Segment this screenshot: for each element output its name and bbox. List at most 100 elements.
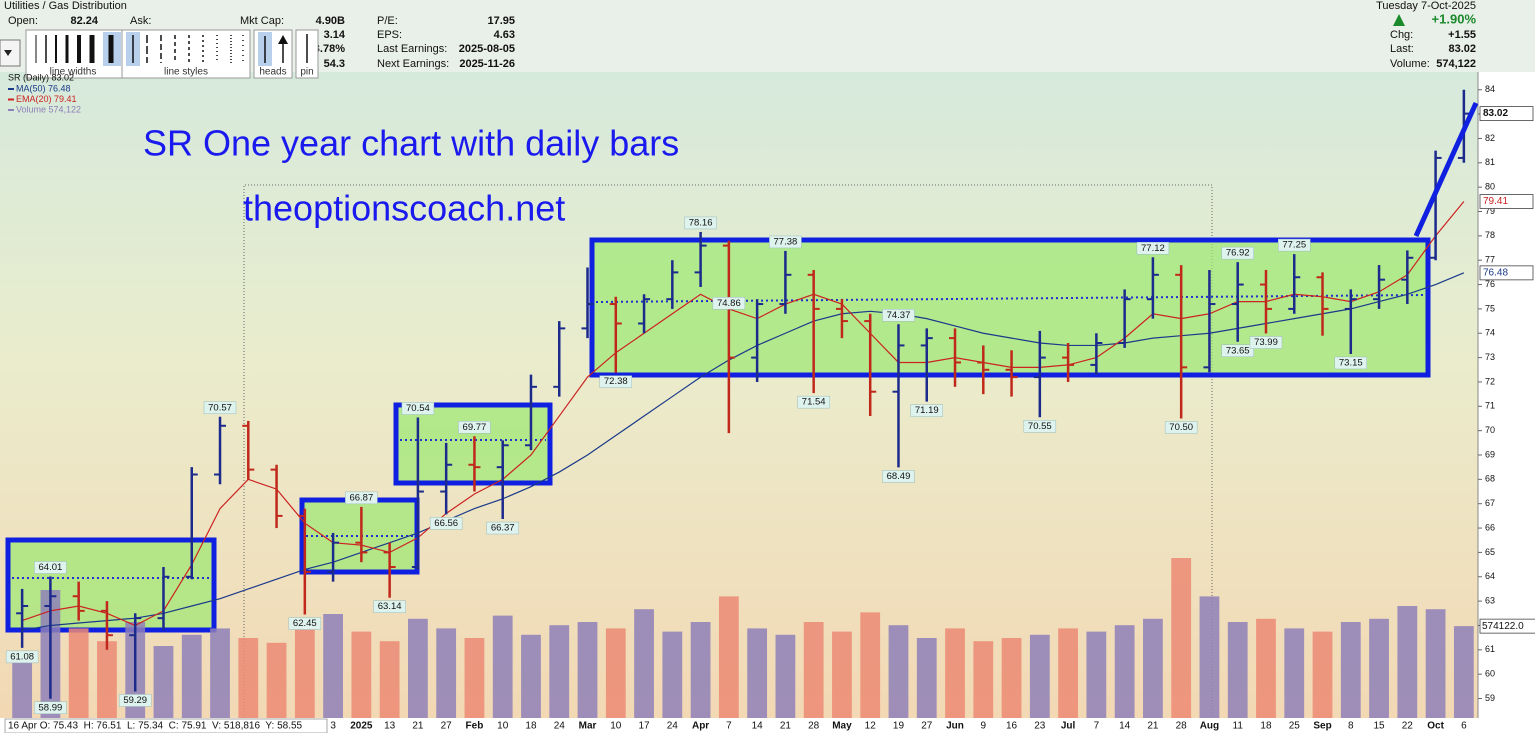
x-tick-label: Feb [466,721,484,732]
last-volume: 574122.0 [1482,621,1524,632]
price-label-box [882,308,915,322]
y-tick-label: 74 [1485,328,1495,338]
price-label-box [345,491,378,505]
volume-bar [1340,622,1361,718]
x-tick-label: 14 [1119,721,1131,732]
x-tick-label: Jun [946,721,964,732]
x-tick-label: 10 [497,721,509,732]
last-volume-box [1479,618,1535,634]
x-tick-label: Apr [692,721,709,732]
price-label: 59.29 [123,695,147,706]
price-label: 74.37 [887,310,911,321]
price-label-box [1278,238,1311,252]
price-label-box [203,401,237,415]
plot: 61.08 58.99 64.01 59.29 70.57 62.45 66.87 63.14… [5,89,1474,718]
price-label: 71.54 [802,397,826,408]
volume-bar [1086,631,1107,718]
x-tick-label: 12 [865,721,877,732]
x-tick-label: 7 [726,721,732,732]
x-tick-label: 13 [384,721,396,732]
volume-label: Volume: [1390,58,1430,70]
y-tick-label: 72 [1485,376,1495,386]
volume-bar [97,641,117,718]
volume-bar [718,596,739,718]
x-tick-label: 24 [667,721,679,732]
volume-bar [181,634,202,718]
legend-label: EMA(20) 79.41 [16,94,77,104]
volume-bar [1284,628,1305,718]
volume-bar [662,631,683,718]
price-label-box [1221,246,1254,260]
x-tick-label: 2025 [350,721,373,732]
last-indicator-box [1479,265,1534,281]
x-tick-label: 24 [554,721,566,732]
y-tick-label: 64 [1485,571,1495,581]
toolbar: line widths line styles heads pin [25,29,319,79]
volume-bar [1312,631,1333,718]
range-box [393,402,553,486]
x-tick-label: Sep [1313,721,1331,732]
volume-bar [153,646,174,718]
eps: 4.63 [494,29,515,41]
yield: 3.78% [314,43,345,55]
price-label: 70.54 [406,403,430,414]
volume-bar [1029,634,1050,718]
up-arrow [1393,14,1405,26]
toolbar-label: line styles [164,67,208,78]
price-label-box [5,650,39,664]
price-label-box [599,375,633,388]
cursor-info: 16 Apr O: 75.43 H: 76.51 L: 75.34 C: 75.… [8,721,303,732]
y-tick-label: 75 [1485,303,1495,313]
y-tick-label: 68 [1485,474,1495,484]
ask-label: Ask: [130,15,151,27]
x-tick-label: 27 [441,721,453,732]
legend-label: Volume 574,122 [16,104,81,114]
volume-bar [860,612,881,718]
volume-bar [1199,596,1220,718]
price-label: 76.92 [1226,248,1250,259]
toolbar-label: pin [300,67,313,78]
volume-bar [294,622,315,718]
price-label: 69.77 [463,422,487,433]
chart-subtitle: theoptionscoach.net [243,188,565,229]
price-label-box [1249,336,1283,349]
price-label-box [486,521,519,535]
x-tick-label: 6 [1461,721,1467,732]
x-tick-label: 17 [638,721,650,732]
chart-title: SR One year chart with daily bars [143,123,679,164]
volume: 574,122 [1436,58,1476,70]
volume-bar [973,641,994,718]
chg-label: Chg: [1390,29,1413,41]
price-label: 66.37 [491,523,515,534]
dotted-frame [243,184,1213,718]
x-tick-label: 21 [412,721,424,732]
volume-bar [1143,618,1163,718]
volume-bar [605,628,626,718]
volume-bar [1369,618,1389,718]
price-label-box [458,421,491,434]
price-label-box [34,561,67,574]
price-label-box [1023,420,1057,433]
price-label-box [684,216,717,230]
x-tick-label: Mar [579,721,597,732]
x-tick-label: 3 [330,721,336,732]
toolbar-label: heads [259,67,286,78]
x-tick-label: 19 [893,721,905,732]
open: 82.24 [70,15,98,27]
volume-bar [634,609,654,718]
chg: +1.55 [1448,29,1476,41]
price-label: 78.16 [689,217,713,228]
last-earnings: 2025-08-05 [459,43,515,55]
volume-bar [832,631,852,718]
price-label: 68.49 [887,471,911,482]
volume-bar [1397,606,1418,718]
price-label-box [1334,356,1368,370]
y-tick-label: 73 [1485,352,1495,362]
indicator-line [21,201,1465,627]
price-label: 77.25 [1282,240,1306,251]
pe: 17.95 [487,15,515,27]
y-tick-label: 61 [1485,644,1495,654]
y-tick-label: 69 [1485,449,1495,459]
x-tick-label: 18 [525,721,537,732]
price-label-box [429,517,463,530]
